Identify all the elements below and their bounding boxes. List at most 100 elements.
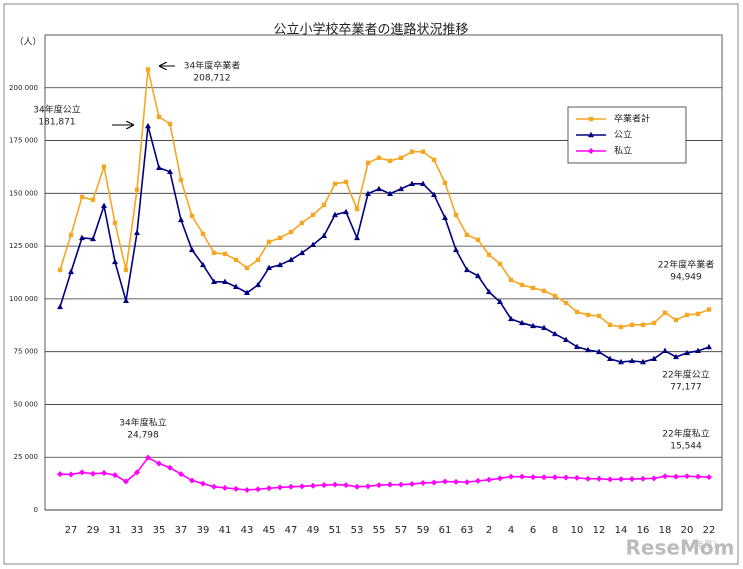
annotation: 22年度卒業者: [658, 259, 714, 271]
x-tick-label: 53: [351, 525, 364, 536]
point: [167, 121, 173, 127]
point: [332, 211, 338, 218]
point: [530, 285, 536, 291]
point: [541, 474, 547, 481]
point: [662, 473, 668, 480]
point: [475, 272, 481, 279]
legend-label: 卒業者計: [614, 113, 650, 125]
point: [596, 475, 602, 482]
point: [211, 278, 217, 284]
point: [453, 246, 459, 253]
point: [255, 486, 261, 493]
point: [706, 474, 712, 481]
point: [310, 482, 316, 489]
point: [112, 472, 118, 479]
point: [321, 482, 327, 489]
point: [497, 298, 503, 305]
point: [497, 261, 503, 267]
point: [552, 293, 558, 299]
annotation: 34年度私立: [119, 417, 166, 429]
point: [409, 481, 415, 488]
x-tick-label: 49: [307, 525, 320, 536]
point: [588, 148, 594, 154]
x-tick-label: 20: [681, 525, 694, 536]
point: [255, 281, 261, 288]
x-tick-label: 63: [461, 525, 474, 536]
point: [387, 158, 393, 164]
x-tick-label: 16: [637, 525, 650, 536]
point: [277, 235, 283, 241]
point: [662, 310, 668, 316]
point: [442, 180, 448, 185]
point: [607, 476, 613, 483]
point: [189, 246, 195, 253]
point: [211, 250, 217, 256]
x-tick-label: 37: [175, 525, 188, 536]
point: [79, 469, 85, 476]
point: [640, 475, 646, 482]
point: [541, 288, 547, 294]
point: [233, 283, 239, 290]
point: [266, 485, 272, 492]
point: [288, 256, 294, 263]
point: [695, 311, 701, 317]
point: [112, 220, 118, 226]
point: [519, 282, 525, 288]
x-tick-label: 6: [530, 525, 536, 536]
point: [178, 216, 184, 223]
point: [101, 470, 107, 477]
point: [200, 231, 206, 237]
point: [662, 347, 668, 354]
x-tick-label: 35: [153, 525, 166, 536]
point: [453, 478, 459, 485]
x-tick-label: 47: [285, 525, 298, 536]
point: [68, 471, 74, 478]
x-tick-label: 27: [65, 525, 78, 536]
point: [442, 214, 448, 221]
point: [563, 300, 569, 306]
point: [640, 322, 646, 328]
point: [178, 177, 184, 183]
point: [222, 278, 228, 284]
point: [453, 212, 459, 218]
point: [156, 460, 162, 467]
point: [288, 229, 294, 235]
point: [343, 179, 349, 185]
point: [706, 343, 712, 350]
point: [530, 474, 536, 481]
point: [266, 264, 272, 271]
point: [266, 239, 272, 245]
point: [310, 212, 316, 218]
legend-label: 私立: [614, 145, 632, 157]
point: [651, 355, 657, 362]
point: [365, 190, 371, 196]
point: [706, 307, 712, 312]
point: [651, 320, 657, 326]
point: [156, 114, 162, 120]
point: [673, 353, 679, 360]
point: [629, 357, 635, 364]
point: [684, 473, 690, 480]
point: [222, 484, 228, 491]
annotation: 22年度私立: [662, 428, 709, 440]
point: [134, 187, 140, 192]
point: [585, 312, 591, 318]
point: [387, 190, 393, 196]
point: [442, 478, 448, 485]
x-tick-label: 51: [329, 525, 342, 536]
x-axis-label: （年度）: [686, 539, 722, 551]
point: [145, 454, 151, 461]
point: [200, 480, 206, 487]
point: [90, 235, 96, 242]
point: [431, 191, 437, 198]
point: [585, 475, 591, 482]
point: [123, 478, 129, 485]
point: [431, 479, 437, 486]
annotation-value: 181,871: [38, 118, 75, 128]
point: [398, 481, 404, 488]
point: [376, 155, 382, 161]
point: [508, 473, 514, 480]
point: [376, 482, 382, 489]
